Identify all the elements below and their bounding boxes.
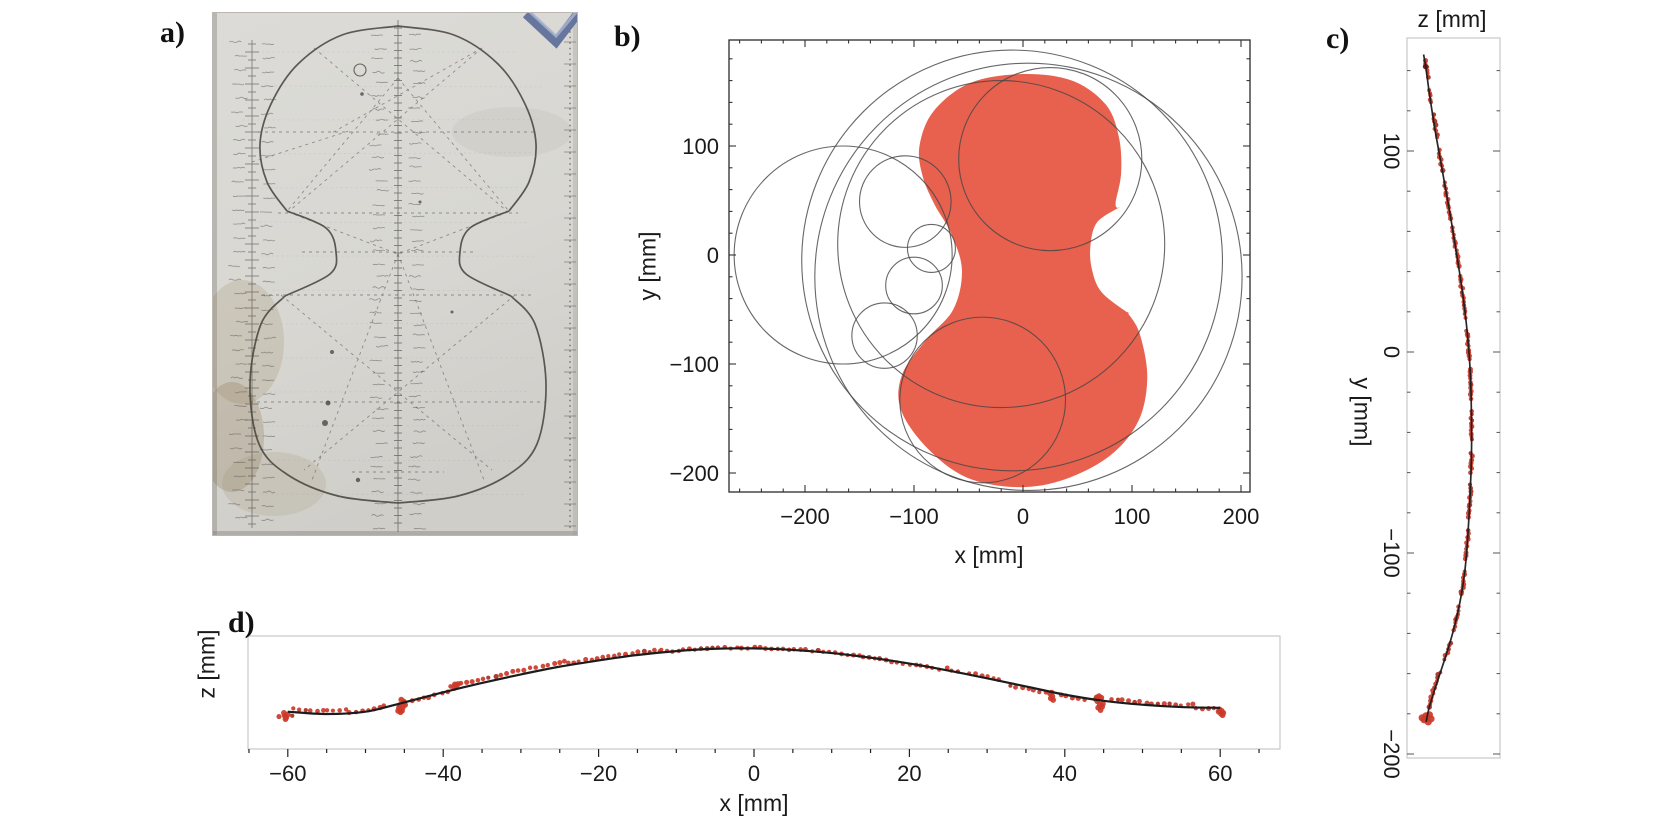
tick-label: 60 — [1208, 761, 1232, 786]
panel-b-ticks — [729, 40, 1250, 492]
historical-drawing-panel — [212, 12, 578, 536]
tick-label: 100 — [1379, 133, 1404, 170]
tick-label: −100 — [1379, 528, 1404, 578]
left-ruler — [245, 40, 259, 528]
panel-label-a: a) — [160, 16, 185, 49]
panel-c-ylabel: y [mm] — [1349, 377, 1376, 447]
tick-label: −200 — [1379, 729, 1404, 779]
tick-label: −200 — [669, 461, 719, 486]
tick-label: −20 — [580, 761, 617, 786]
tick-label: −100 — [669, 352, 719, 377]
panel-b-plot: −200 −100 0 100 200 100 0 −100 −200 — [669, 39, 1260, 529]
panel-c-title: z [mm] — [1417, 6, 1487, 32]
ink-specks — [322, 92, 454, 483]
construction-lines — [250, 47, 546, 481]
tick-label: 0 — [1017, 504, 1029, 529]
tick-label: 100 — [1114, 504, 1151, 529]
tick-label: −60 — [269, 761, 306, 786]
panel-d-xlabel: x [mm] — [719, 790, 789, 816]
tick-label: −40 — [425, 761, 462, 786]
panel-label-d: d) — [228, 606, 255, 639]
panel-b-xlabel: x [mm] — [954, 542, 1024, 568]
small-drawn-circle — [353, 63, 367, 77]
tick-label: 0 — [748, 761, 760, 786]
tick-label: 100 — [682, 134, 719, 159]
panel-d-plot: −60 −40 −20 0 20 40 60 — [247, 635, 1281, 786]
right-ruler — [564, 31, 576, 528]
tick-label: 40 — [1053, 761, 1077, 786]
fit-curve — [1422, 54, 1473, 723]
panel-d-ticks — [248, 749, 1260, 757]
tick-label: 0 — [707, 243, 719, 268]
panel-b-ylabel: y [mm] — [634, 231, 661, 301]
fit-curve — [287, 647, 1221, 716]
tick-label: 0 — [1379, 346, 1404, 358]
tick-label: −200 — [780, 504, 830, 529]
construction-circles — [733, 49, 1243, 491]
panel-c-ticks — [1407, 70, 1500, 755]
panel-label-c: c) — [1326, 22, 1350, 55]
tick-label: −100 — [889, 504, 939, 529]
panel-label-b: b) — [614, 20, 641, 53]
center-ruler — [394, 20, 402, 532]
panel-c-plot: 100 0 −100 −200 — [1379, 37, 1501, 779]
panel-d-ylabel: z [mm] — [193, 629, 220, 699]
tick-label: 20 — [897, 761, 921, 786]
handwritten-marks — [228, 33, 427, 530]
blue-corner-mark — [522, 12, 578, 49]
tick-label: 200 — [1223, 504, 1260, 529]
